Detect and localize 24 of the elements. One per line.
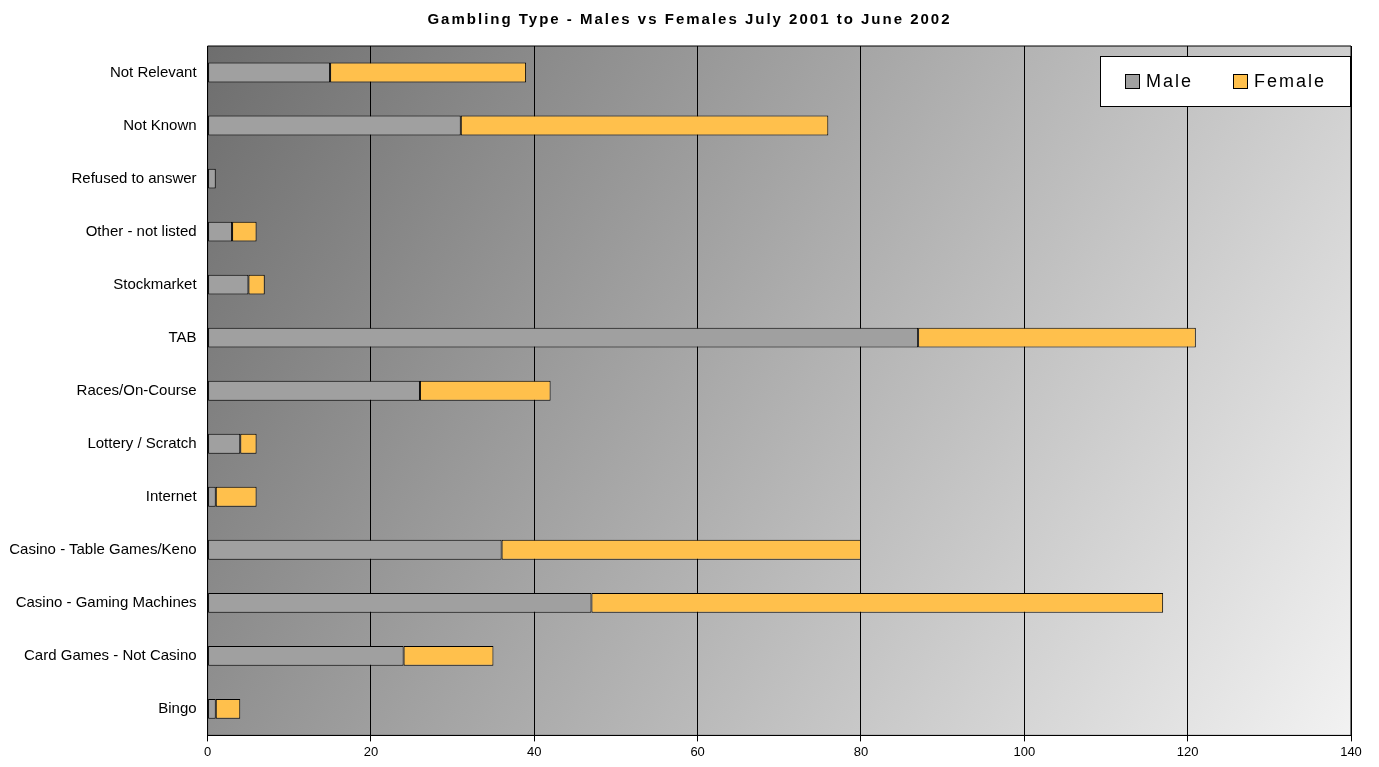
y-tick-label: Stockmarket [113,274,198,292]
legend-label: Female [1253,71,1326,92]
legend-box: Male Female [1099,56,1351,107]
y-tick-label: Races/On-Course [76,380,197,398]
y-tick-label: Internet [145,486,198,504]
x-tick-label: 0 [203,743,212,759]
chart-title: Gambling Type - Males vs Females July 2001 to June 2002 [426,10,953,27]
x-tick-label: 120 [1176,743,1199,759]
x-tick-label: 100 [1013,743,1036,759]
x-tick-label: 80 [853,743,869,759]
y-tick-label: Card Games - Not Casino [24,645,197,663]
y-tick-label: Not Known [123,115,197,133]
y-tick-label: Casino - Gaming Machines [15,592,197,610]
y-tick-label: Casino - Table Games/Keno [9,539,197,557]
x-tick-label: 40 [527,743,542,759]
x-tick-label: 140 [1340,743,1362,759]
y-tick-label: Refused to answer [71,168,197,186]
y-tick-label: Other - not listed [85,221,197,239]
y-tick-label: TAB [168,327,197,345]
x-tick-label: 20 [363,743,379,759]
y-tick-label: Not Relevant [109,62,198,80]
x-tick-label: 60 [690,743,705,759]
y-tick-label: Bingo [158,699,197,717]
y-tick-label: Lottery / Scratch [87,433,197,451]
